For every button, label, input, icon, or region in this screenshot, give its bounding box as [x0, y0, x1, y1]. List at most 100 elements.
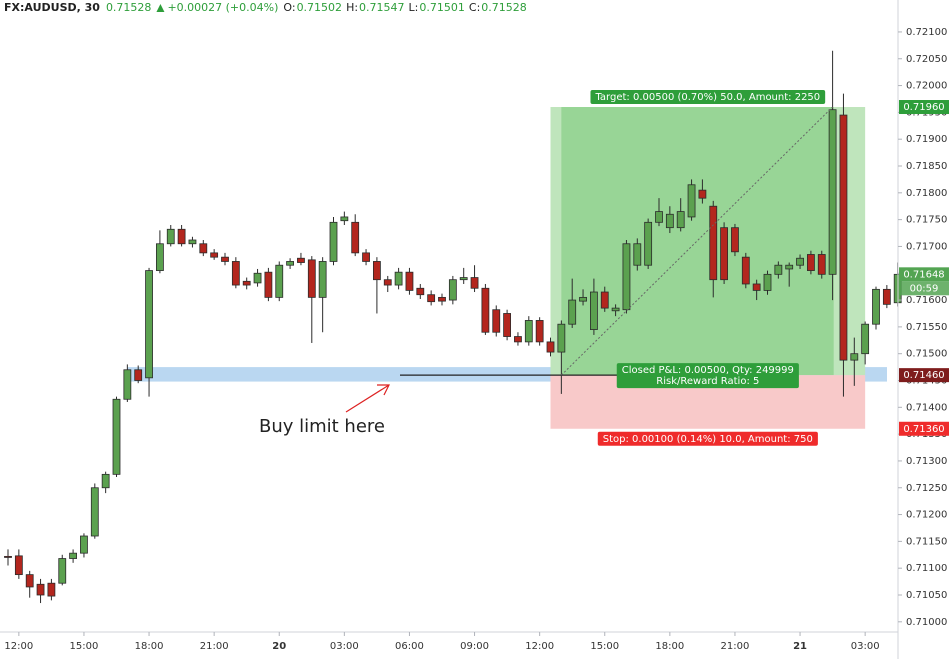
candle-body: [872, 288, 880, 325]
candle-body: [676, 211, 685, 229]
candle-body: [58, 558, 67, 584]
y-tick-label: 0.71250: [906, 483, 947, 494]
ohlc: O: 0.71502 H: 0.71547 L: 0.71501 C: 0.71528: [283, 1, 526, 14]
candle-body: [622, 243, 631, 311]
candle-body: [427, 294, 436, 303]
candle-body: [448, 279, 457, 301]
candle-body: [850, 353, 859, 361]
drawings-back: [127, 107, 888, 429]
countdown-box: [899, 281, 949, 296]
last-price: 0.71528: [106, 1, 152, 14]
x-tick-label: 03:00: [330, 641, 359, 652]
ohlc-key: L:: [409, 1, 419, 14]
candle-body: [546, 341, 555, 353]
pnl-label: Closed P&L: 0.00500, Qty: 249999: [622, 365, 794, 376]
candle-body: [785, 264, 794, 270]
candle-body: [752, 283, 761, 291]
candle-body: [383, 279, 392, 286]
candle-body: [817, 254, 826, 275]
y-tick-label: 0.71600: [906, 295, 947, 306]
y-tick-label: 0.72050: [906, 54, 947, 65]
stop-label: Stop: 0.00100 (0.14%) 10.0, Amount: 750: [603, 434, 813, 445]
target-label: Target: 0.00500 (0.70%) 50.0, Amount: 22…: [594, 92, 820, 103]
target-label-box: [590, 90, 826, 105]
stop-label-box: [597, 431, 818, 446]
ohlc-value: 0.71501: [419, 1, 465, 14]
candle-body: [4, 555, 12, 558]
candle-body: [394, 271, 403, 286]
pnl-box: [616, 363, 799, 389]
candle-body: [47, 582, 56, 597]
x-tick-label: 20: [272, 641, 286, 652]
drawings-front: Target: 0.00500 (0.70%) 50.0, Amount: 22…: [560, 90, 833, 446]
axes: 0.71000 0.71050 0.71100 0.71150 0.71200 0.712…: [4, 27, 949, 652]
y-tick-label: 0.71700: [906, 241, 947, 252]
candle-body: [503, 313, 512, 337]
price-label-box: [899, 421, 949, 436]
y-tick-label: 0.72000: [906, 81, 947, 92]
candle-body: [166, 228, 175, 245]
candle-body: [741, 256, 750, 285]
candle-body: [492, 309, 501, 333]
y-tick-label: 0.71400: [906, 402, 947, 413]
candle-body: [828, 109, 837, 275]
x-tick-label: 21: [793, 641, 807, 652]
y-tick-label: 0.71150: [906, 536, 947, 547]
candle-body: [362, 252, 370, 262]
candle-body: [25, 574, 34, 588]
price-label: 0.71460: [903, 370, 944, 381]
price-label: 0.71960: [903, 102, 944, 113]
candle-body: [416, 287, 425, 296]
ohlc-key: O:: [283, 1, 295, 14]
candle-body: [112, 398, 121, 475]
y-tick-label: 0.72100: [906, 27, 947, 38]
candle-body: [481, 287, 490, 333]
candle-body: [861, 323, 870, 355]
ohlc-value: 0.71547: [359, 1, 405, 14]
arrow: [345, 384, 390, 413]
price-label: 0.71648: [903, 269, 944, 280]
candle-body: [134, 369, 143, 381]
countdown: 00:59: [910, 283, 939, 294]
candle-body: [655, 211, 663, 223]
x-tick-label: 06:00: [395, 641, 424, 652]
y-tick-label: 0.71900: [906, 134, 947, 145]
candle-body: [297, 257, 305, 263]
y-tick-label: 0.71500: [906, 349, 947, 360]
ohlc-key: H:: [346, 1, 358, 14]
candle-body: [568, 299, 577, 325]
candle-body: [340, 216, 349, 222]
candle-body: [329, 221, 338, 262]
candle-body: [351, 221, 360, 254]
x-tick-label: 09:00: [460, 641, 489, 652]
x-tick-label: 18:00: [655, 641, 684, 652]
candle-body: [633, 243, 642, 266]
candle-body: [524, 320, 533, 343]
x-tick-label: 12:00: [525, 641, 554, 652]
candle-body: [405, 271, 414, 291]
annotation: Buy limit here: [259, 416, 385, 437]
candle-body: [514, 336, 522, 343]
y-tick-label: 0.71550: [906, 322, 947, 333]
candles: [4, 50, 902, 604]
candle-body: [145, 270, 153, 379]
candle-body: [307, 259, 316, 298]
y-tick-label: 0.71100: [906, 563, 947, 574]
ohlc-value: 0.71528: [481, 1, 527, 14]
candle-body: [286, 261, 295, 266]
candle-body: [264, 271, 273, 298]
candle-body: [600, 291, 609, 309]
candle-body: [763, 273, 772, 291]
candle-body: [839, 114, 848, 361]
x-tick-label: 15:00: [590, 641, 619, 652]
candle-body: [253, 272, 262, 284]
candle-body: [557, 323, 566, 353]
candle-body: [210, 252, 219, 258]
candle-body: [774, 264, 783, 275]
candle-body: [882, 288, 891, 305]
candle-body: [242, 280, 251, 286]
candle-body: [687, 184, 696, 218]
candle-body: [69, 552, 77, 559]
up-icon: [156, 4, 165, 12]
candle-body: [177, 228, 186, 245]
